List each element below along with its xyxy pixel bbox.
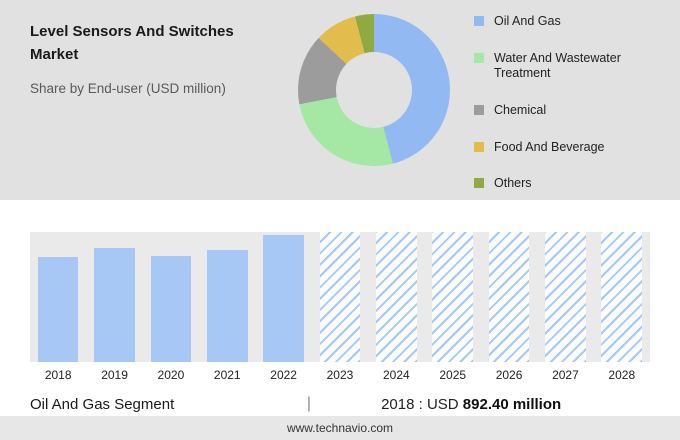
footer-divider: |: [306, 395, 312, 412]
forecast-bar: [601, 232, 643, 362]
bar-column: [481, 232, 537, 362]
bar-chart-area: [30, 232, 650, 362]
bar-column: [537, 232, 593, 362]
legend-item: Food And Beverage: [474, 140, 670, 156]
legend-label: Water And Wastewater Treatment: [494, 50, 621, 81]
website-link[interactable]: www.technavio.com: [286, 421, 394, 435]
x-axis-label: 2024: [382, 368, 410, 382]
legend-label: Oil And Gas: [494, 14, 561, 28]
value-bar: [263, 235, 304, 362]
legend-swatch-icon: [474, 178, 484, 189]
x-axis-label: 2025: [439, 368, 467, 382]
bar-column: [312, 232, 368, 362]
bar-column: [143, 232, 199, 362]
bar-column: [425, 232, 481, 362]
forecast-bar: [319, 232, 361, 362]
x-axis-label: 2021: [213, 368, 241, 382]
x-axis-label: 2022: [270, 368, 297, 382]
legend-label: Chemical: [494, 102, 547, 117]
website-bar: www.technavio.com: [0, 416, 680, 440]
bar-column: [86, 232, 142, 362]
bar-column: [368, 232, 424, 362]
donut-chart: [298, 14, 450, 166]
forecast-bar: [488, 232, 530, 362]
forecast-bar: [545, 232, 586, 362]
legend-item: Others: [474, 176, 670, 192]
value-prefix: 2018 : USD: [381, 395, 459, 413]
x-axis-label: 2020: [157, 368, 185, 382]
page-title: Level Sensors And Switches Market: [30, 23, 234, 64]
bar-column: [30, 232, 86, 362]
summary-panel: Level Sensors And Switches Market Share …: [0, 0, 680, 200]
segment-label: Oil And Gas Segment: [30, 395, 175, 413]
bar-column: [255, 232, 311, 362]
legend-label: Food And Beverage: [494, 139, 605, 154]
bar-column: [199, 232, 255, 362]
bar-column: [594, 232, 650, 362]
footer-row: Oil And Gas Segment | 2018 : USD 892.40 …: [30, 392, 650, 416]
page-subtitle: Share by End-user (USD million): [30, 80, 226, 96]
x-axis-label: 2026: [495, 368, 523, 382]
value-bar: [150, 256, 192, 362]
x-axis-label: 2023: [326, 368, 354, 382]
value-bar: [37, 256, 79, 362]
bar-chart-section: 2018 2019 2020 2021 2022 2023 2024 2025 2026 2027…: [0, 200, 680, 440]
legend-swatch-icon: [474, 104, 484, 115]
value-bar: [206, 250, 248, 362]
legend-label: Others: [494, 176, 532, 191]
bar-chart: [30, 232, 650, 362]
forecast-bar: [376, 232, 417, 362]
legend-swatch-icon: [474, 16, 484, 26]
title-block: Level Sensors And Switches Market Share …: [30, 20, 280, 96]
forecast-bar: [432, 232, 473, 362]
legend-swatch-icon: [474, 52, 484, 63]
segment-value: 2018 : USD 892.40 million: [319, 396, 650, 413]
x-axis-label: 2028: [608, 368, 636, 382]
legend-item: Chemical: [474, 103, 670, 119]
legend-item: Water And Wastewater Treatment: [474, 51, 670, 82]
x-axis-labels: 2018 2019 2020 2021 2022 2023 2024 2025 2026 2027…: [30, 362, 650, 384]
x-axis-label: 2019: [101, 368, 128, 382]
legend-item: Oil And Gas: [474, 14, 670, 30]
value-bold: 892.40 million: [462, 395, 562, 413]
value-bar: [94, 248, 135, 362]
x-axis-label: 2018: [44, 368, 72, 382]
x-axis-label: 2027: [552, 368, 579, 382]
legend-swatch-icon: [474, 141, 484, 152]
chart-legend: Oil And Gas Water And Wastewater Treatmen…: [474, 14, 670, 192]
